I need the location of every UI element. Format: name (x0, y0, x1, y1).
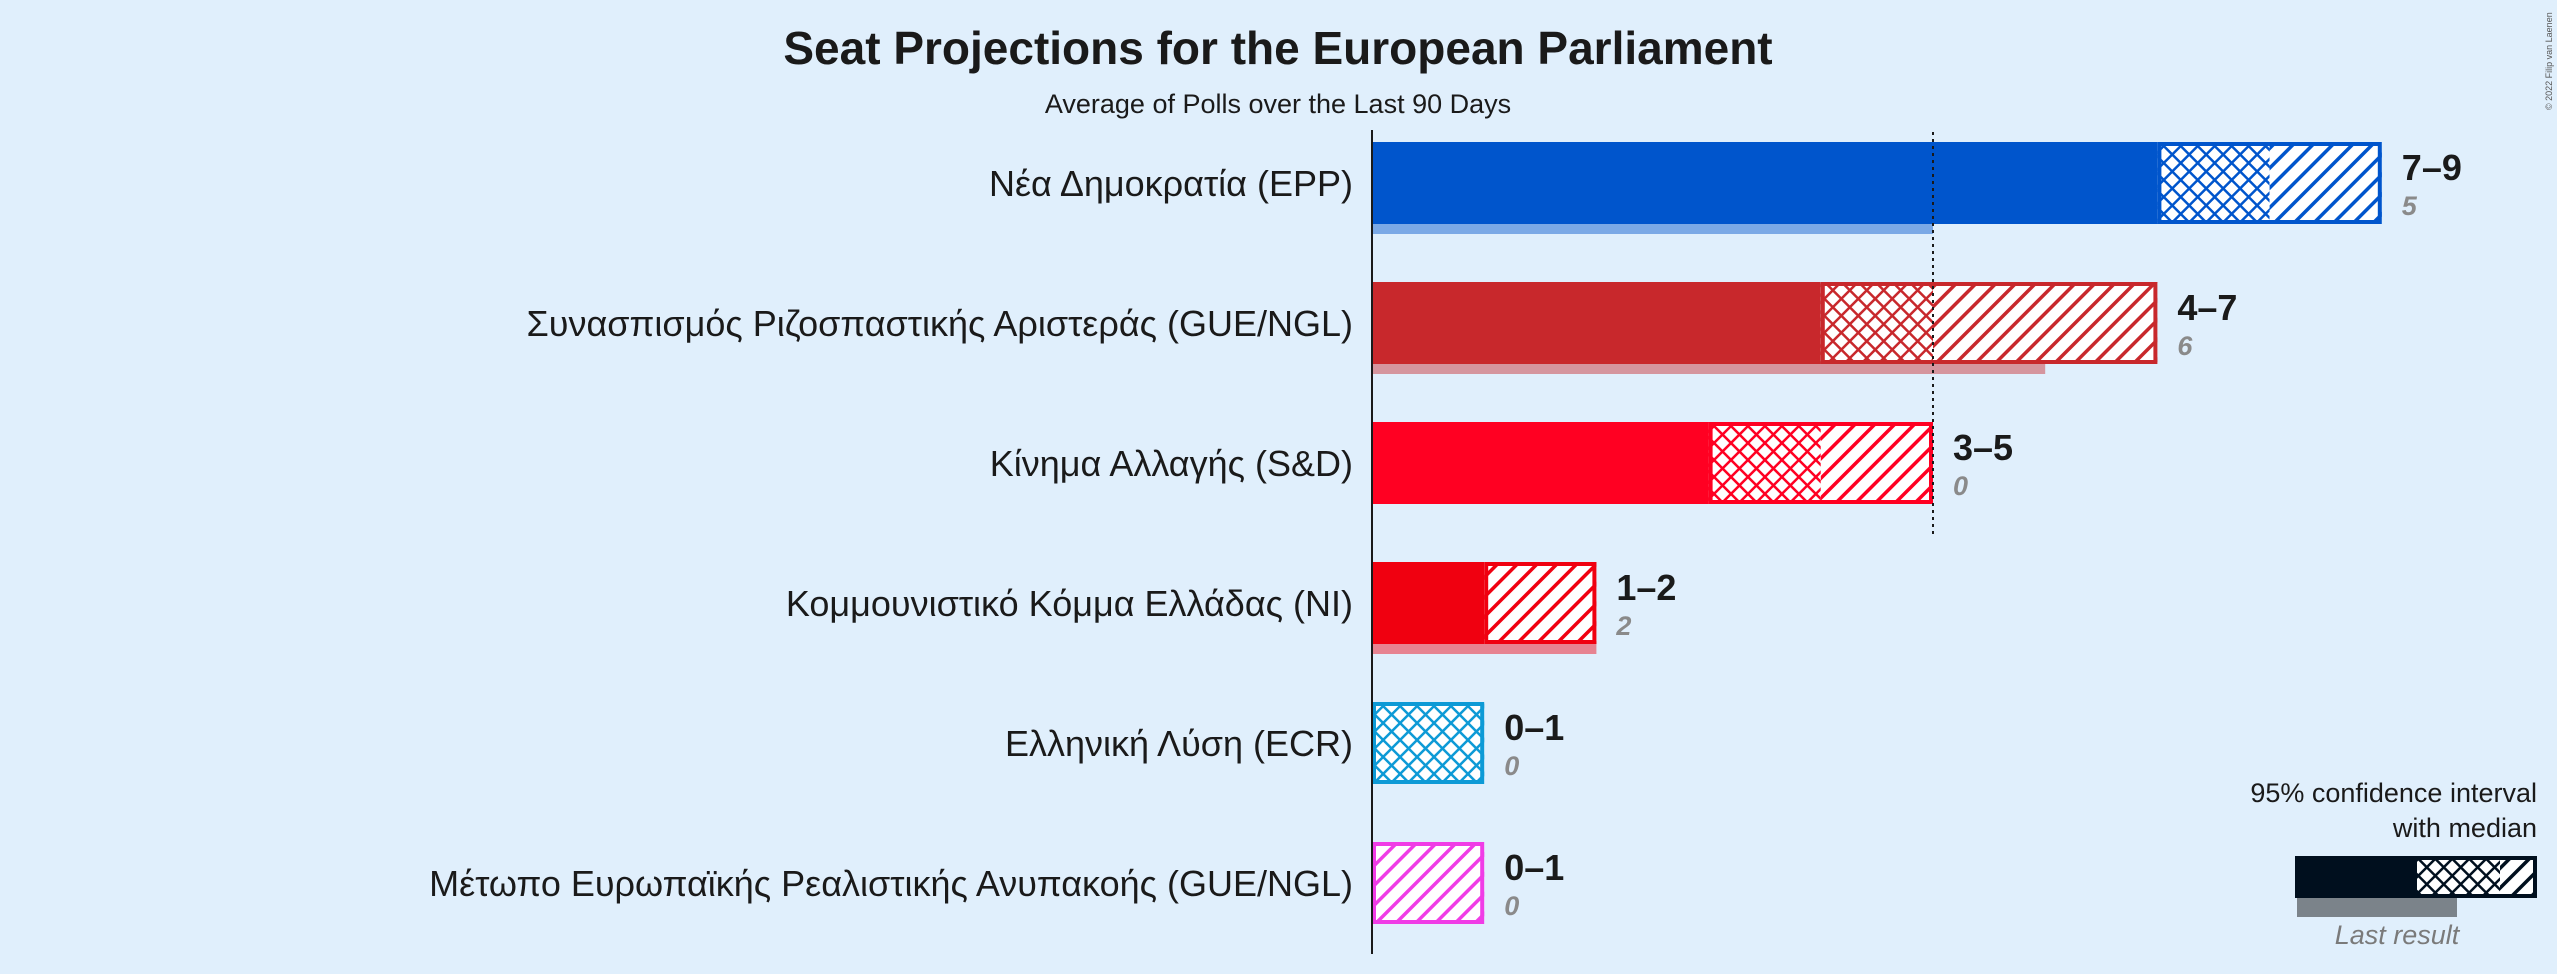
legend: 95% confidence interval with median Last… (2250, 778, 2537, 950)
last-result-label: 6 (2177, 331, 2193, 361)
legend-outline (2295, 856, 2537, 898)
projection-solid-bar (1372, 562, 1485, 644)
party-label: Συνασπισμός Ριζοσπαστικής Αριστεράς (GUE… (527, 303, 1353, 344)
party-label: Ελληνική Λύση (ECR) (1005, 723, 1353, 764)
projection-solid-bar (1372, 282, 1821, 364)
last-result-label: 5 (2402, 191, 2418, 221)
projection-solid-bar (1372, 422, 1709, 504)
legend-crosshatch-swatch (2417, 856, 2500, 898)
median-crosshatch-bar (1372, 702, 1485, 784)
last-result-label: 0 (1953, 471, 1968, 501)
interval-outline (1820, 282, 2158, 364)
last-result-label: 0 (1504, 891, 1519, 921)
party-row: Κίνημα Αλλαγής (S&D) 3–50 (990, 422, 2013, 504)
interval-outline (2157, 142, 2382, 224)
median-crosshatch-bar (1708, 422, 1821, 504)
chart-title: Seat Projections for the European Parlia… (783, 22, 1772, 74)
range-label: 0–1 (1504, 847, 1564, 888)
party-row: Ελληνική Λύση (ECR) 0–10 (1005, 702, 1564, 784)
party-label: Νέα Δημοκρατία (EPP) (989, 163, 1353, 204)
party-label: Κομμουνιστικό Κόμμα Ελλάδας (NI) (786, 583, 1353, 624)
last-result-label: 0 (1504, 751, 1519, 781)
last-result-label: 2 (1615, 611, 1631, 641)
upper-hatch-bar (1933, 282, 2158, 364)
interval-outline (1484, 562, 1597, 644)
interval-outline (1372, 702, 1485, 784)
party-label: Μέτωπο Ευρωπαϊκής Ρεαλιστικής Ανυπακοής … (429, 863, 1353, 904)
range-label: 1–2 (1616, 567, 1676, 608)
interval-outline (1708, 422, 1933, 504)
upper-hatch-bar (1820, 422, 1933, 504)
median-crosshatch-bar (2157, 142, 2270, 224)
median-crosshatch-bar (1820, 282, 1933, 364)
range-label: 0–1 (1504, 707, 1564, 748)
projection-solid-bar (1372, 142, 2158, 224)
chart-subtitle: Average of Polls over the Last 90 Days (1045, 89, 1511, 119)
upper-hatch-bar (1372, 842, 1485, 924)
range-label: 3–5 (1953, 427, 2013, 468)
upper-hatch-bar (1484, 562, 1597, 644)
legend-solid-swatch (2295, 856, 2417, 898)
copyright-notice: © 2022 Filip van Laenen (2544, 12, 2554, 110)
legend-text-ci: 95% confidence interval (2250, 778, 2537, 808)
range-label: 4–7 (2177, 287, 2237, 328)
party-label: Κίνημα Αλλαγής (S&D) (990, 443, 1353, 484)
party-row: Νέα Δημοκρατία (EPP) 7–95 (989, 142, 2462, 234)
legend-text-last-result: Last result (2335, 920, 2461, 950)
range-label: 7–9 (2402, 147, 2462, 188)
party-row: Κομμουνιστικό Κόμμα Ελλάδας (NI) 1–22 (786, 562, 1676, 654)
interval-outline (1372, 842, 1485, 924)
party-row: Μέτωπο Ευρωπαϊκής Ρεαλιστικής Ανυπακοής … (429, 842, 1564, 924)
upper-hatch-bar (2269, 142, 2382, 224)
legend-hatch-swatch (2500, 856, 2537, 898)
bars-group: Νέα Δημοκρατία (EPP) 7–95 Συνασπισμός Ριζο… (429, 142, 2462, 924)
party-row: Συνασπισμός Ριζοσπαστικής Αριστεράς (GUE… (527, 282, 2237, 374)
legend-text-median: with median (2392, 813, 2537, 843)
